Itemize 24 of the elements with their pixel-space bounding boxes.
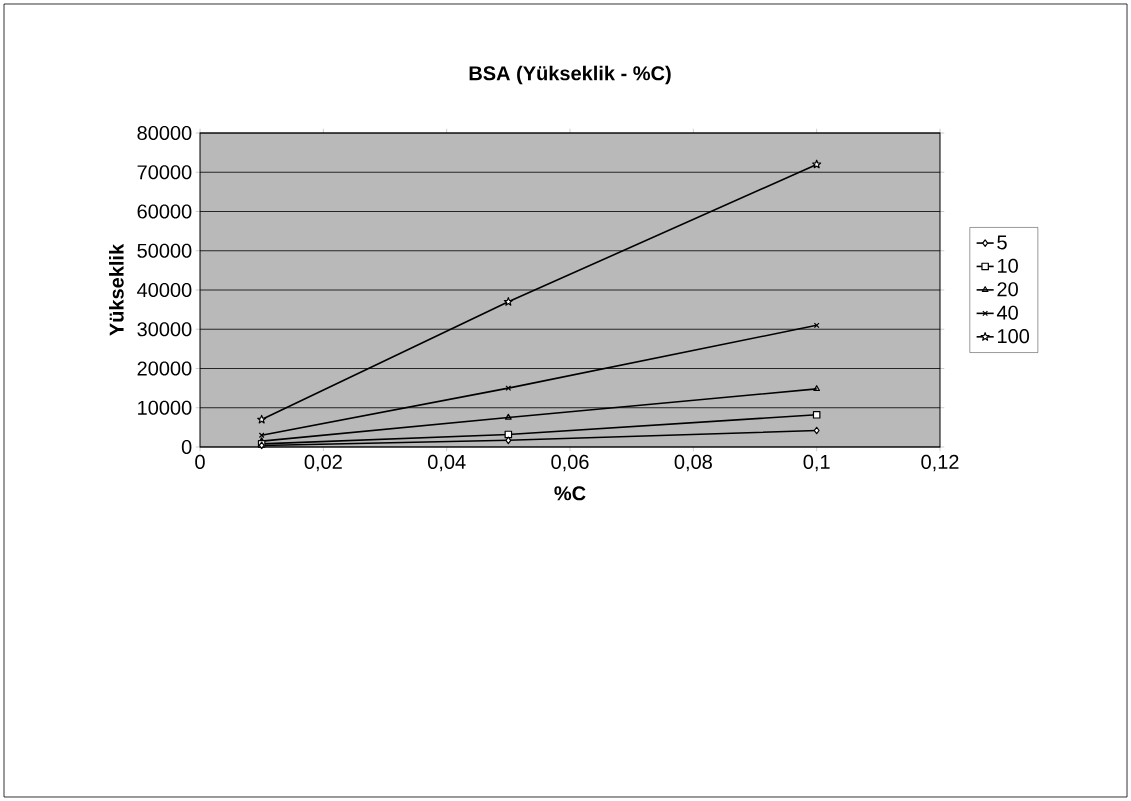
- x-axis-title: %C: [554, 486, 586, 501]
- x-tick-label: 0,1: [803, 454, 830, 472]
- x-tick-label: 0: [195, 454, 205, 469]
- x-tick-label: 0,08: [674, 454, 712, 472]
- x-tick-label: 0,02: [304, 454, 342, 472]
- y-tick-label: 40000: [137, 282, 192, 298]
- y-axis-title: Yükseklik: [109, 243, 124, 336]
- legend-label: 5: [997, 235, 1007, 250]
- x-tick-label: 0,04: [427, 454, 466, 472]
- y-tick-label: 50000: [137, 243, 192, 258]
- legend-label: 20: [997, 282, 1018, 297]
- y-tick-label: 30000: [137, 322, 192, 337]
- chart-title: BSA (Yükseklik - %C): [469, 65, 671, 85]
- x-tick-label: 0,12: [921, 454, 959, 472]
- x-tick-label: 0,06: [551, 454, 589, 472]
- y-tick-label: 60000: [137, 204, 192, 219]
- y-tick-label: 10000: [138, 400, 192, 415]
- legend-label: 40: [996, 305, 1018, 320]
- legend-label: 100: [998, 329, 1030, 344]
- legend-label: 10: [998, 258, 1018, 273]
- y-tick-label: 20000: [137, 361, 192, 376]
- y-tick-label: 70000: [137, 165, 192, 180]
- y-tick-label: 80000: [137, 125, 192, 141]
- y-tick-label: 0: [181, 439, 192, 455]
